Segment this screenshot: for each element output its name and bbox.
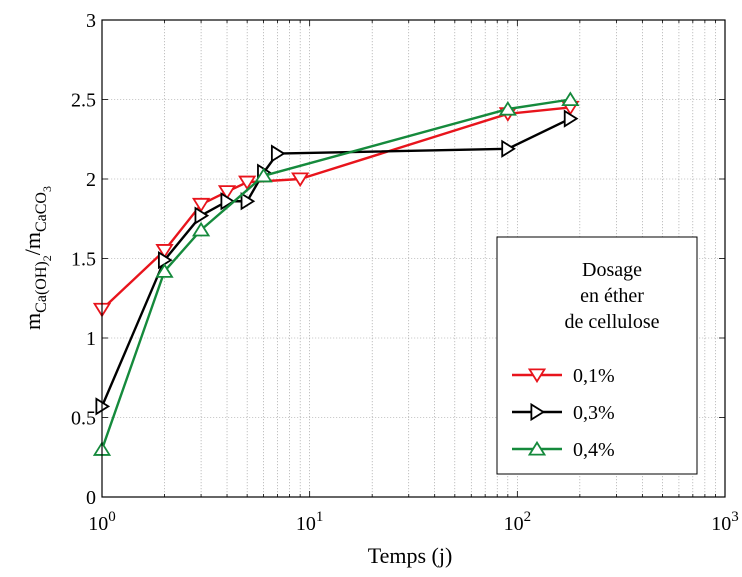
data-point [561,91,580,107]
data-point [498,100,517,116]
y-tick-label: 1.5 [71,249,96,271]
series-line [100,98,571,450]
series-1 [92,100,580,318]
y-tick-label: 3 [86,10,96,32]
data-point [501,139,516,158]
data-point [155,244,174,259]
data-point [220,192,236,211]
data-point [254,167,273,183]
legend: Dosage en éther de cellulose 0,1% 0,3% 0,4… [496,236,698,475]
legend-marker [527,440,547,456]
series-line [101,106,571,311]
legend-label: 0,3% [573,402,615,424]
legend-title-line-2: en éther [580,285,644,307]
legend-entries: 0,1% 0,3% 0,4% [512,365,615,461]
data-point [217,185,237,200]
x-tick-label: 101 [296,509,324,535]
data-point [238,175,257,191]
legend-marker [527,368,547,384]
legend-label: 0,1% [573,365,615,387]
data-point [191,221,211,237]
legend-marker [530,402,546,422]
series-3 [92,91,580,456]
ticks: 0 0.5 1 1.5 2 2.5 3 100 101 102 103 [71,10,739,535]
legend-box [496,236,698,475]
data-point [291,172,310,188]
legend-title-line-3: de cellulose [565,311,660,333]
data-point [194,206,210,225]
data-point [155,263,174,278]
x-tick-label: 100 [88,509,116,535]
x-tick-label: 103 [711,509,739,535]
data-point [270,144,286,163]
y-axis-label: mCa(OH)2/mCaCO3 [20,186,54,330]
x-tick-label: 102 [504,509,532,535]
legend-title-line-1: Dosage [582,259,642,281]
y-tick-label: 1 [86,328,96,350]
y-tick-label: 0 [86,487,96,509]
data-point [240,192,256,211]
y-tick-label: 2 [86,169,96,191]
y-tick-label: 2.5 [71,90,96,112]
data-point [563,109,579,128]
y-tick-label: 0.5 [71,408,96,430]
data-point [191,197,211,213]
x-axis-label: Temps (j) [368,543,453,568]
legend-label: 0,4% [573,439,615,461]
